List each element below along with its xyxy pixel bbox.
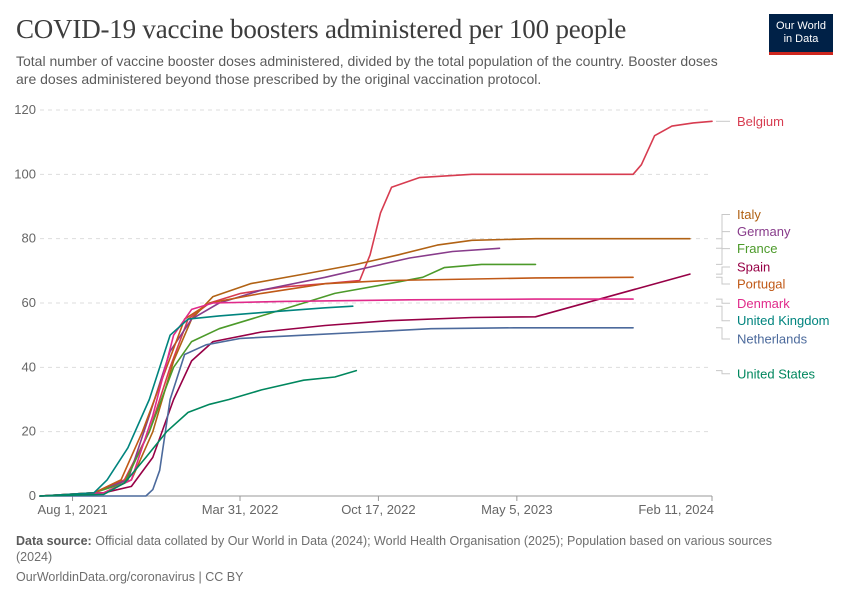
y-tick-label: 120 [14, 102, 36, 117]
chart-title: COVID-19 vaccine boosters administered p… [16, 14, 627, 44]
label-leader-line [716, 305, 730, 322]
label-leader-line [716, 370, 730, 375]
x-tick-label: Aug 1, 2021 [37, 502, 107, 517]
y-tick-label: 80 [22, 231, 36, 246]
label-leader-line [716, 276, 730, 285]
series-line-portugal[interactable] [39, 276, 634, 497]
x-tick-label: Oct 17, 2022 [341, 502, 415, 517]
x-tick-label: May 5, 2023 [481, 502, 553, 517]
series-label-netherlands[interactable]: Netherlands [737, 332, 808, 347]
series-line-netherlands[interactable] [39, 327, 634, 497]
chart-subtitle: Total number of vaccine booster doses ad… [16, 53, 718, 87]
footer-url-link[interactable]: OurWorldinData.org/coronavirus | CC BY [16, 570, 244, 584]
logo-line-2: in Data [783, 33, 819, 45]
series-line-germany[interactable] [39, 247, 501, 497]
series-line-united-states[interactable] [39, 369, 358, 497]
series-label-denmark[interactable]: Denmark [737, 296, 790, 311]
label-leader-line [716, 214, 730, 240]
y-tick-label: 40 [22, 359, 36, 374]
x-tick-label: Mar 31, 2022 [202, 502, 279, 517]
logo-line-1: Our World [776, 20, 826, 32]
series-line-spain[interactable] [39, 273, 691, 497]
data-source-note: Data source: Official data collated by O… [16, 533, 806, 565]
x-axis: Aug 1, 2021 Mar 31, 2022 Oct 17, 2022 May 5… [37, 496, 714, 517]
series-lines [39, 120, 713, 497]
label-leader-lines [716, 120, 730, 375]
series-labels: Belgium Italy Germany France Spain Portugal De… [737, 114, 830, 382]
grid-lines [40, 109, 712, 497]
y-axis: 0 20 40 60 80 100 120 [14, 102, 36, 503]
series-label-belgium[interactable]: Belgium [737, 114, 784, 129]
label-leader-line [716, 298, 730, 304]
label-leader-line [716, 266, 730, 275]
series-line-france[interactable] [39, 263, 537, 497]
series-label-spain[interactable]: Spain [737, 259, 770, 274]
series-line-denmark[interactable] [39, 298, 634, 497]
series-line-united-kingdom[interactable] [39, 305, 354, 497]
series-label-germany[interactable]: Germany [737, 224, 791, 239]
series-label-italy[interactable]: Italy [737, 207, 761, 222]
x-tick-label: Feb 11, 2024 [638, 502, 714, 517]
y-tick-label: 0 [29, 488, 36, 503]
data-source-label: Data source: [16, 534, 92, 548]
series-line-belgium[interactable] [39, 120, 713, 497]
label-leader-line [716, 327, 730, 340]
label-leader-line [716, 248, 730, 265]
y-tick-label: 60 [22, 295, 36, 310]
series-label-portugal[interactable]: Portugal [737, 277, 786, 292]
y-tick-label: 20 [22, 424, 36, 439]
data-source-text: Official data collated by Our World in D… [16, 534, 772, 564]
owid-logo[interactable]: Our World in Data [769, 14, 833, 55]
label-leader-line [716, 231, 730, 249]
series-label-united-kingdom[interactable]: United Kingdom [737, 313, 830, 328]
series-line-italy[interactable] [39, 237, 691, 497]
series-label-united-states[interactable]: United States [737, 366, 816, 381]
y-tick-label: 100 [14, 166, 36, 181]
series-label-france[interactable]: France [737, 241, 777, 256]
